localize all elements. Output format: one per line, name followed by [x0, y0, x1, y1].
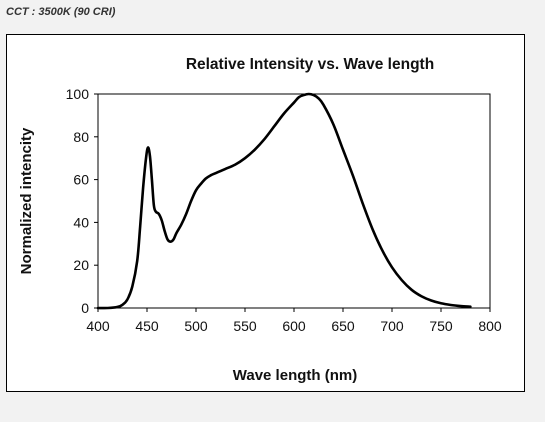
- x-tick-label: 400: [86, 318, 110, 334]
- y-tick-label: 60: [73, 172, 89, 188]
- x-tick-label: 800: [478, 318, 502, 334]
- x-tick-label: 550: [233, 318, 257, 334]
- y-axis-ticks: 0 20 40 60 80 100: [66, 86, 98, 316]
- y-axis-label: Normalized intencity: [18, 127, 35, 274]
- y-tick-label: 80: [73, 129, 89, 145]
- intensity-chart: Relative Intensity vs. Wave length Wave …: [18, 56, 502, 384]
- x-tick-label: 500: [184, 318, 208, 334]
- x-tick-label: 700: [380, 318, 404, 334]
- chart-title: Relative Intensity vs. Wave length: [186, 56, 434, 73]
- x-tick-label: 650: [331, 318, 355, 334]
- y-tick-label: 0: [81, 300, 89, 316]
- plot-area: [97, 93, 491, 309]
- x-tick-label: 750: [429, 318, 453, 334]
- x-axis-ticks: 400 450 500 550 600 650 700 750 800: [86, 308, 502, 334]
- intensity-curve: [96, 92, 472, 310]
- y-tick-label: 40: [73, 214, 89, 230]
- y-tick-label: 100: [66, 86, 90, 102]
- x-tick-label: 600: [282, 318, 306, 334]
- chart-frame: Relative Intensity vs. Wave length Wave …: [6, 34, 525, 392]
- x-axis-label: Wave length (nm): [233, 367, 357, 384]
- x-tick-label: 450: [135, 318, 159, 334]
- y-tick-label: 20: [73, 257, 89, 273]
- chart-caption: CCT : 3500K (90 CRI): [6, 6, 116, 18]
